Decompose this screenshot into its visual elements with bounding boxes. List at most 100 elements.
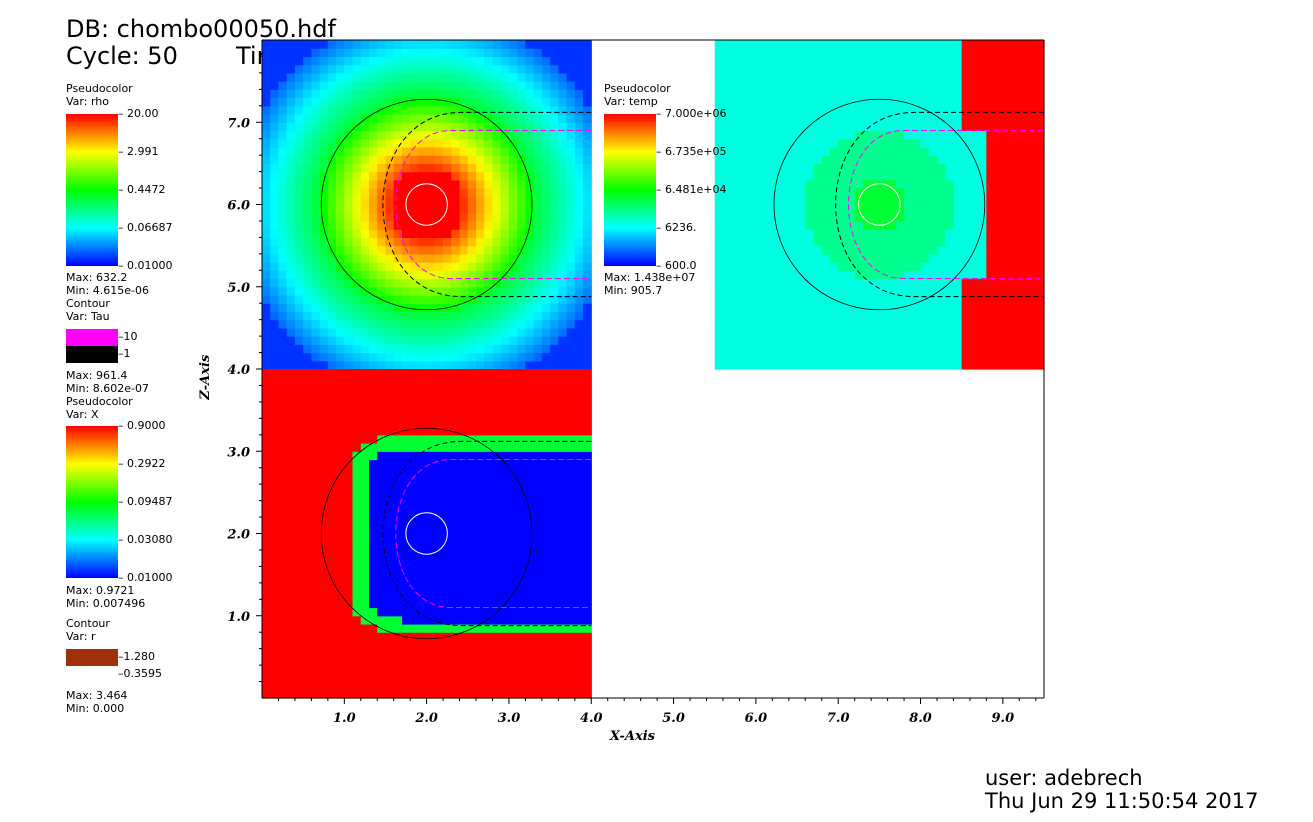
heatmap-cell xyxy=(895,105,905,115)
contour-tau-10 xyxy=(395,458,592,609)
heatmap-cell xyxy=(286,517,296,526)
heatmap-cell xyxy=(566,138,576,148)
heatmap-cell xyxy=(451,451,461,461)
heatmap-cell xyxy=(722,146,732,156)
heatmap-cell xyxy=(550,155,559,164)
heatmap-cell xyxy=(270,179,280,189)
heatmap-cell xyxy=(904,253,913,263)
heatmap-cell xyxy=(352,582,362,592)
heatmap-cell xyxy=(286,500,296,510)
heatmap-cell xyxy=(500,204,510,214)
heatmap-cell xyxy=(821,48,831,58)
heatmap-cell xyxy=(377,72,387,82)
heatmap-cell xyxy=(410,533,419,543)
heatmap-cell xyxy=(961,327,971,337)
heatmap-cell xyxy=(904,105,913,115)
heatmap-cell xyxy=(533,72,543,82)
heatmap-cell xyxy=(500,40,510,49)
heatmap-cell xyxy=(352,204,362,214)
heatmap-cell xyxy=(484,640,494,650)
heatmap-cell xyxy=(895,237,905,247)
heatmap-cell xyxy=(533,549,543,559)
heatmap-cell xyxy=(541,541,551,551)
heatmap-cell xyxy=(508,508,518,518)
heatmap-cell xyxy=(953,344,963,354)
heatmap-cell xyxy=(319,582,329,592)
heatmap-cell xyxy=(311,303,321,313)
heatmap-cell xyxy=(418,56,428,66)
heatmap-cell xyxy=(1002,303,1012,313)
heatmap-cell xyxy=(583,262,592,271)
heatmap-cell xyxy=(352,615,362,625)
heatmap-cell xyxy=(994,130,1004,140)
heatmap-cell xyxy=(945,64,955,74)
heatmap-cell xyxy=(492,632,502,642)
heatmap-cell xyxy=(788,286,798,296)
heatmap-cell xyxy=(294,81,304,90)
heatmap-cell xyxy=(566,303,576,313)
heatmap-cell xyxy=(385,114,395,123)
heatmap-cell xyxy=(377,632,387,642)
heatmap-cell xyxy=(327,484,337,493)
heatmap-cell xyxy=(393,459,403,469)
heatmap-cell xyxy=(936,294,946,304)
heatmap-cell xyxy=(574,105,584,115)
heatmap-cell xyxy=(418,689,428,699)
heatmap-cell xyxy=(401,56,411,66)
heatmap-cell xyxy=(517,377,527,387)
heatmap-cell xyxy=(797,319,806,329)
heatmap-cell xyxy=(731,105,741,115)
heatmap-cell xyxy=(541,689,551,699)
heatmap-cell xyxy=(558,311,568,321)
heatmap-cell xyxy=(558,262,568,271)
heatmap-cell xyxy=(525,525,535,535)
heatmap-cell xyxy=(434,434,444,444)
heatmap-cell xyxy=(508,459,518,469)
heatmap-cell xyxy=(401,648,411,658)
heatmap-cell xyxy=(788,155,798,164)
heatmap-cell xyxy=(451,467,461,477)
heatmap-cell xyxy=(887,188,897,197)
heatmap-cell xyxy=(945,179,955,189)
heatmap-cell xyxy=(541,467,551,477)
heatmap-cell xyxy=(508,541,518,551)
heatmap-cell xyxy=(969,56,979,66)
heatmap-cell xyxy=(344,665,354,674)
heatmap-cell xyxy=(1011,64,1020,74)
heatmap-cell xyxy=(319,303,329,313)
heatmap-cell xyxy=(311,607,321,617)
heatmap-cell xyxy=(327,591,337,600)
heatmap-cell xyxy=(904,138,913,148)
heatmap-cell xyxy=(434,369,444,378)
heatmap-cell xyxy=(369,459,378,469)
heatmap-cell xyxy=(262,689,271,699)
heatmap-cell xyxy=(393,72,403,82)
heatmap-cell xyxy=(484,105,494,115)
heatmap-cell xyxy=(722,72,732,82)
heatmap-cell xyxy=(459,155,469,164)
legend-r-level-high: –1.280 xyxy=(118,650,155,663)
heatmap-cell xyxy=(838,196,848,206)
heatmap-cell xyxy=(788,179,798,189)
heatmap-cell xyxy=(352,541,362,551)
heatmap-cell xyxy=(813,138,823,148)
heatmap-cell xyxy=(821,229,831,238)
heatmap-cell xyxy=(500,656,510,666)
heatmap-cell xyxy=(978,311,987,321)
heatmap-cell xyxy=(270,574,280,584)
heatmap-cell xyxy=(327,525,337,535)
heatmap-cell xyxy=(418,385,428,395)
heatmap-cell xyxy=(344,146,354,156)
heatmap-cell xyxy=(311,81,321,90)
heatmap-cell xyxy=(294,344,304,354)
heatmap-cell xyxy=(879,196,889,206)
heatmap-cell xyxy=(418,40,428,49)
heatmap-cell xyxy=(393,558,403,567)
heatmap-cell xyxy=(492,253,502,263)
heatmap-cell xyxy=(969,286,979,296)
heatmap-cell xyxy=(862,253,872,263)
heatmap-cell xyxy=(426,253,436,263)
heatmap-cell xyxy=(541,72,551,82)
heatmap-cell xyxy=(879,56,889,66)
heatmap-cell xyxy=(969,352,979,362)
